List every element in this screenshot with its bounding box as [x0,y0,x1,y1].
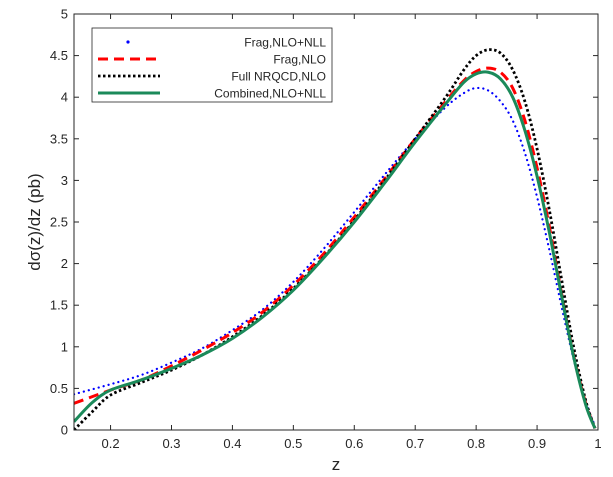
legend-swatch-1 [126,40,130,44]
y-tick-label: 4 [61,90,68,105]
y-tick-label: 4.5 [50,48,68,63]
series-layer [74,48,597,430]
legend: Frag,NLO+NLL Frag,NLO Full NRQCD,NLO Combin… [91,27,333,103]
y-tick-label: 0.5 [50,381,68,396]
x-tick-labels: 0.2 0.3 0.4 0.5 0.6 0.7 0.8 0.9 1 [102,436,602,451]
x-tick-label: 1 [594,436,601,451]
y-axis-label: dσ(z)/dz (pb) [25,173,44,270]
y-tick-label: 1 [61,339,68,354]
x-tick-label: 0.2 [102,436,120,451]
legend-label-2: Frag,NLO [273,53,326,67]
y-tick-label: 1.5 [50,298,68,313]
x-tick-label: 0.3 [162,436,180,451]
x-tick-label: 0.8 [467,436,485,451]
legend-label-1: Frag,NLO+NLL [244,36,326,50]
y-tick-label: 2.5 [50,215,68,230]
legend-label-4: Combined,NLO+NLL [214,87,326,101]
x-tick-label: 0.7 [406,436,424,451]
y-tick-label: 3.5 [50,131,68,146]
y-tick-label: 2 [61,256,68,271]
y-tick-label: 5 [61,7,68,22]
series-line-1 [74,86,597,427]
series-line-4 [74,70,597,429]
legend-label-3: Full NRQCD,NLO [231,70,326,84]
y-tick-label: 0 [61,423,68,438]
x-tick-label: 0.9 [528,436,546,451]
y-tick-label: 3 [61,173,68,188]
axes-layer [73,13,599,431]
x-tick-label: 0.4 [223,436,241,451]
x-tick-label: 0.5 [284,436,302,451]
x-tick-label: 0.6 [345,436,363,451]
legend-box [91,27,333,103]
x-axis-label: z [332,455,341,474]
y-tick-labels: 0 0.5 1 1.5 2 2.5 3 3.5 4 4.5 5 [50,7,68,438]
